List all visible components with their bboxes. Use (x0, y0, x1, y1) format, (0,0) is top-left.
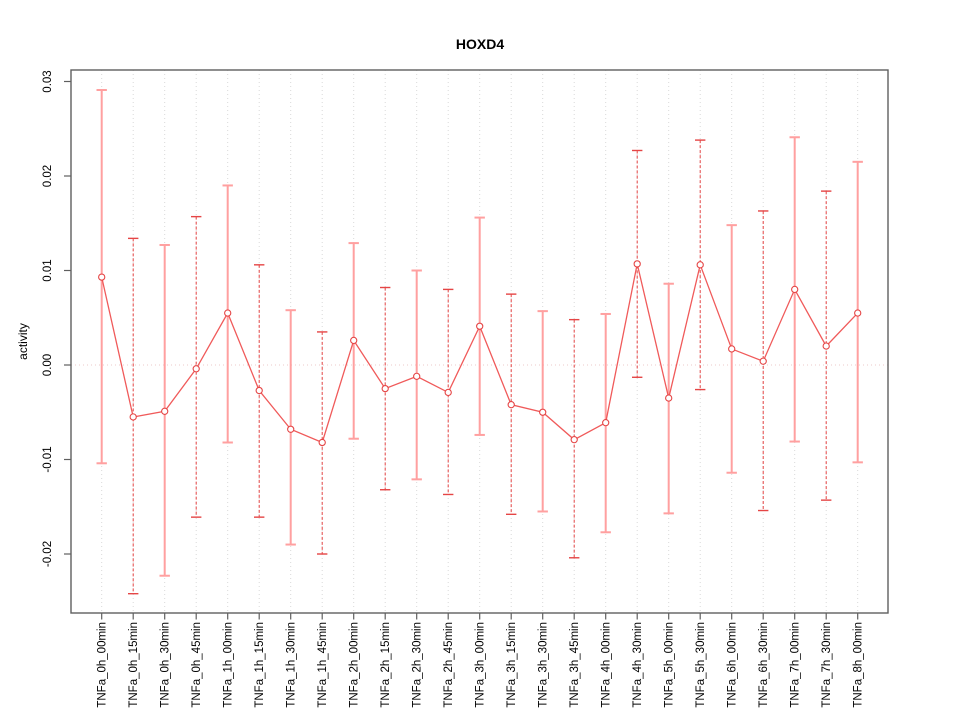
x-tick-label: TNFa_3h_15min (506, 622, 518, 708)
data-point (507, 401, 515, 409)
data-point (633, 260, 641, 268)
data-point (444, 388, 452, 397)
data-point (161, 407, 169, 415)
data-point (665, 394, 673, 402)
y-tick-label: 0.02 (42, 165, 54, 187)
data-point (602, 418, 610, 427)
x-tick-label: TNFa_7h_30min (821, 622, 833, 708)
data-point (98, 273, 106, 281)
x-tick-label: TNFa_5h_00min (664, 622, 676, 708)
x-tick-label: TNFa_6h_00min (727, 622, 739, 708)
y-tick-label: 0.00 (42, 354, 54, 376)
data-point (539, 408, 547, 416)
x-tick-label: TNFa_6h_30min (758, 622, 770, 708)
x-tick-label: TNFa_2h_15min (380, 622, 392, 708)
y-tick-label: -0.02 (42, 541, 54, 567)
x-tick-label: TNFa_1h_00min (223, 622, 235, 708)
y-tick-label: 0.03 (42, 70, 54, 92)
data-point (570, 436, 578, 444)
data-point (350, 336, 358, 345)
data-point (854, 309, 862, 317)
x-tick-label: TNFa_2h_00min (349, 622, 361, 708)
data-point (476, 322, 484, 330)
y-axis-label: activity (16, 323, 30, 360)
data-point (791, 285, 799, 294)
data-point (822, 342, 830, 350)
x-tick-label: TNFa_0h_00min (97, 622, 109, 708)
x-tick-label: TNFa_0h_30min (160, 622, 172, 708)
x-tick-label: TNFa_3h_45min (569, 622, 581, 708)
x-tick-label: TNFa_0h_15min (128, 622, 140, 708)
x-tick-label: TNFa_1h_45min (317, 622, 329, 708)
x-tick-label: TNFa_2h_45min (443, 622, 455, 708)
x-tick-label: TNFa_4h_00min (601, 622, 613, 708)
data-point (287, 425, 295, 433)
x-tick-label: TNFa_2h_30min (412, 622, 424, 708)
x-tick-label: TNFa_7h_00min (790, 622, 802, 708)
x-tick-label: TNFa_8h_00min (853, 622, 865, 708)
data-point (696, 261, 704, 269)
data-point (192, 365, 200, 373)
x-tick-label: TNFa_5h_30min (695, 622, 707, 708)
chart-title: HOXD4 (455, 36, 505, 52)
data-point (255, 386, 263, 395)
y-tick-label: -0.01 (42, 446, 54, 472)
data-point (759, 357, 767, 365)
x-tick-label: TNFa_4h_30min (632, 622, 644, 708)
data-point (318, 438, 326, 447)
x-tick-label: TNFa_1h_15min (254, 622, 266, 708)
x-tick-label: TNFa_1h_30min (286, 622, 298, 708)
data-point (413, 372, 421, 380)
x-tick-label: TNFa_3h_00min (475, 622, 487, 708)
x-tick-label: TNFa_3h_30min (538, 622, 550, 708)
data-point (129, 413, 137, 421)
y-tick-label: 0.01 (42, 259, 54, 281)
data-point (381, 384, 389, 393)
data-point (224, 309, 232, 317)
x-tick-label: TNFa_0h_45min (191, 622, 203, 708)
data-point (728, 345, 736, 353)
